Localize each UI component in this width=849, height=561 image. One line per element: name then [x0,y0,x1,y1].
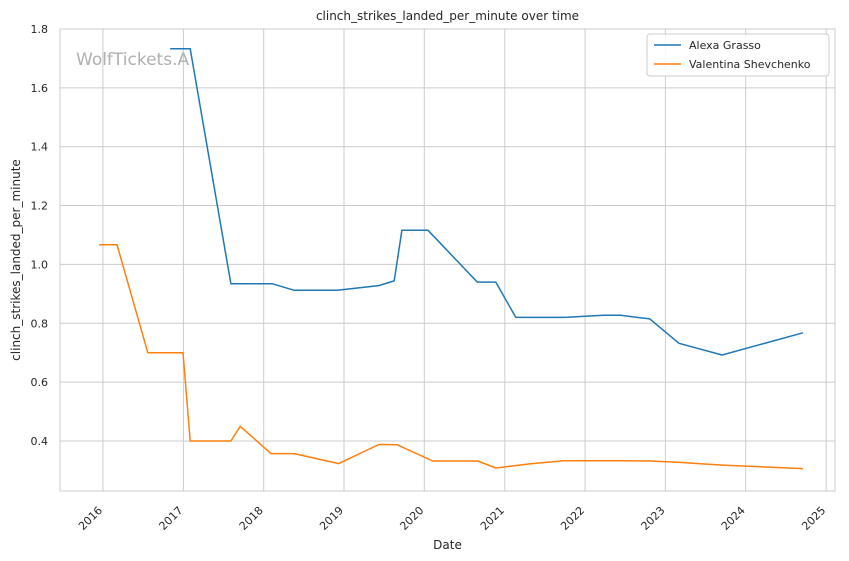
series-line-valentina-shevchenko [99,243,803,470]
y-tick-label: 1.2 [31,200,49,213]
legend-box [646,33,830,77]
y-axis-title: clinch_strikes_landed_per_minute [9,159,23,361]
chart-title: clinch_strikes_landed_per_minute over ti… [316,9,579,23]
y-tick-label: 0.6 [31,376,49,389]
y-tick-label: 0.8 [31,317,49,330]
y-tick-label: 1.4 [31,141,49,154]
legend: Alexa Grasso Valentina Shevchenko [646,33,830,77]
series-line-alexa-grasso [170,47,804,356]
x-axis-title: Date [433,538,462,552]
y-tick-label: 1.0 [31,258,49,271]
watermark: WolfTickets.A [76,50,189,70]
grid-lines [60,28,835,491]
y-tick-label: 1.8 [31,23,49,36]
y-axis-ticks: 0.4 0.6 0.8 1.0 1.2 1.4 1.6 1.8 [31,23,49,448]
legend-label-alexa-grasso: Alexa Grasso [689,39,761,52]
y-tick-label: 0.4 [31,435,49,448]
legend-label-valentina-shevchenko: Valentina Shevchenko [689,58,811,71]
plot-area [60,29,835,491]
y-tick-label: 1.6 [31,82,49,95]
series-lines [99,47,804,470]
plot-frame [59,28,836,492]
